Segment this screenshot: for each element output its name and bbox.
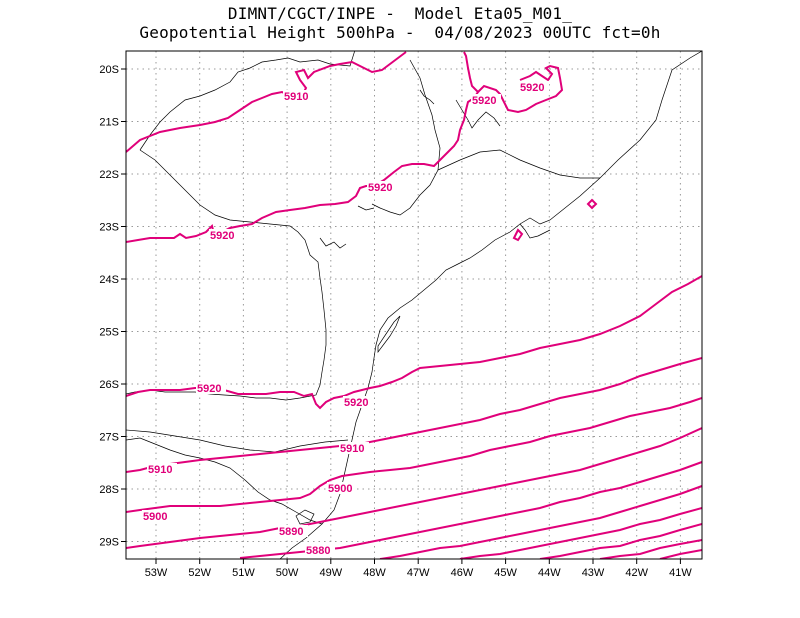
- title-line-2: Geopotential Height 500hPa - 04/08/2023 …: [139, 23, 661, 42]
- state-border: [371, 59, 441, 216]
- contour-label-5890: 5890: [279, 526, 303, 538]
- state-border: [126, 437, 323, 525]
- lat-tick-label: 22S: [99, 169, 119, 181]
- lat-tick-label: 20S: [99, 64, 119, 76]
- contour-5920-north: [126, 51, 480, 243]
- lat-tick-label: 21S: [99, 117, 119, 129]
- lat-tick-label: 25S: [99, 327, 119, 339]
- contour-label-5920: 5920: [368, 182, 392, 194]
- lake: [295, 509, 315, 525]
- lat-tick-label: 29S: [99, 537, 119, 549]
- geopotential-contours: [126, 51, 702, 559]
- state-border: [126, 330, 327, 401]
- contour-label-5920: 5920: [344, 397, 368, 409]
- contour-5910-south: [126, 357, 702, 473]
- lon-tick-label: 48W: [363, 567, 386, 579]
- state-border: [437, 149, 600, 179]
- contour-label-5920: 5920: [197, 383, 221, 395]
- lon-tick-label: 47W: [407, 567, 430, 579]
- contour-5910-north: [126, 51, 407, 153]
- contour-5850: [539, 523, 702, 559]
- lat-tick-label: 26S: [99, 379, 119, 391]
- bay: [419, 89, 435, 105]
- bay: [357, 205, 375, 211]
- contour-label-5910: 5910: [340, 443, 364, 455]
- state-border: [139, 149, 327, 331]
- lon-tick-label: 42W: [625, 567, 648, 579]
- contour-5920-small: [586, 198, 598, 210]
- contour-5900: [126, 397, 702, 513]
- contour-label-5880: 5880: [306, 545, 330, 557]
- contour-5860: [459, 507, 702, 559]
- island: [377, 315, 401, 354]
- title-line-1: DIMNT/CGCT/INPE - Model Eta05_M01_: [227, 4, 573, 23]
- contour-5840: [599, 539, 702, 559]
- contour-5920-northeast: [477, 64, 564, 114]
- lon-tick-label: 43W: [582, 567, 605, 579]
- contour-label-5920: 5920: [472, 95, 496, 107]
- state-border: [519, 223, 551, 239]
- lat-tick-label: 28S: [99, 484, 119, 496]
- contour-5830: [659, 549, 702, 559]
- state-border: [126, 429, 349, 453]
- plot-frame: [125, 50, 703, 560]
- lon-tick-label: 44W: [538, 567, 561, 579]
- lon-tick-label: 53W: [145, 567, 168, 579]
- coastline: [279, 51, 702, 559]
- contour-label-5920: 5920: [520, 82, 544, 94]
- lon-tick-label: 51W: [232, 567, 255, 579]
- contour-5870: [379, 485, 702, 559]
- contour-labels: 5910 5920 5920 5920 5920 5920 5920 5910 …: [142, 81, 549, 557]
- contour-5920-small: [512, 228, 524, 242]
- contour-label-5910: 5910: [284, 91, 308, 103]
- lon-tick-label: 46W: [451, 567, 474, 579]
- lat-tick-label: 27S: [99, 432, 119, 444]
- contour-5890: [126, 427, 702, 549]
- lon-tick-label: 50W: [276, 567, 299, 579]
- state-border: [139, 51, 356, 151]
- contour-label-5920: 5920: [210, 230, 234, 242]
- lon-tick-label: 45W: [494, 567, 517, 579]
- lon-tick-label: 41W: [669, 567, 692, 579]
- contour-label-5900: 5900: [328, 483, 352, 495]
- contour-label-5900: 5900: [143, 511, 167, 523]
- coastline-and-borders: [126, 51, 702, 559]
- lon-tick-label: 49W: [319, 567, 342, 579]
- graticule: [126, 51, 702, 559]
- bay: [319, 237, 347, 249]
- lon-tick-label: 52W: [188, 567, 211, 579]
- lat-tick-label: 24S: [99, 274, 119, 286]
- axis-ticks: 20S 21S 22S 23S 24S 25S 26S 27S 28S 29S 53W 52W 51W 5…: [99, 64, 692, 579]
- contour-label-5910: 5910: [148, 464, 172, 476]
- bay: [455, 99, 501, 129]
- map-title: DIMNT/CGCT/INPE - Model Eta05_M01_ Geopo…: [0, 4, 800, 42]
- lat-tick-label: 23S: [99, 222, 119, 234]
